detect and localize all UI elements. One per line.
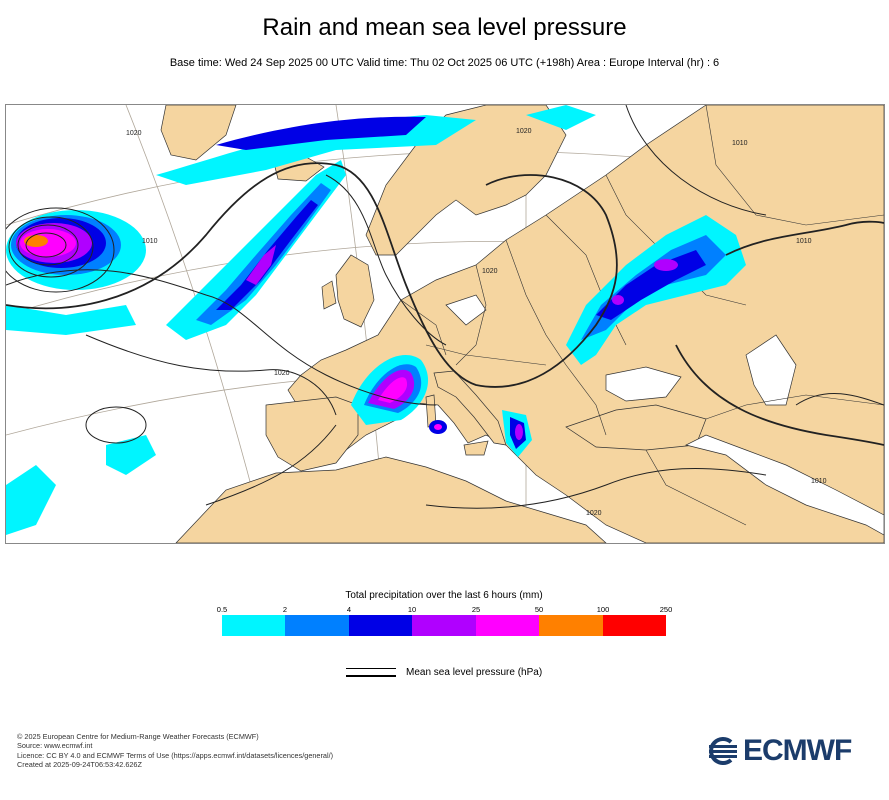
ecmwf-logo-icon <box>709 737 737 765</box>
ecmwf-logo[interactable]: ECMWF <box>705 733 875 769</box>
isobar-legend-lines <box>346 665 396 679</box>
isobar-label: 1010 <box>796 238 812 245</box>
isobar-label: 1020 <box>482 268 498 275</box>
legend-tick: 10 <box>407 605 417 614</box>
colorbar-segment <box>222 615 286 636</box>
isobar-label: 1010 <box>142 238 158 245</box>
colorbar-segment <box>285 615 349 636</box>
precipitation-colorbar <box>222 615 666 636</box>
map-inland-water <box>445 294 884 536</box>
legend-tick: 25 <box>471 605 481 614</box>
legend-tick: 50 <box>534 605 544 614</box>
footer-created: Created at 2025-09-24T06:53:42.626Z <box>17 759 142 769</box>
chart-title: Rain and mean sea level pressure <box>262 14 627 41</box>
footer-licence: Licence: CC BY 4.0 and ECMWF Terms of Us… <box>17 750 334 760</box>
isobars <box>6 105 884 509</box>
legend-tick: 250 <box>659 605 673 614</box>
colorbar-segment <box>602 615 666 636</box>
precipitation-field <box>6 105 746 535</box>
weather-map[interactable]: 1020 1010 1010 1020 1020 1020 1010 1010 … <box>5 104 885 544</box>
footer-credits: © 2025 European Centre for Medium-Range … <box>17 732 333 769</box>
legend-tick: 2 <box>282 605 288 614</box>
precipitation-legend-ticks: 0.5 2 4 10 25 50 100 250 <box>217 605 672 617</box>
colorbar-segment <box>539 615 603 636</box>
isobar-legend-label: Mean sea level pressure (hPa) <box>406 666 543 678</box>
chart-subtitle: Base time: Wed 24 Sep 2025 00 UTC Valid … <box>169 57 720 69</box>
precipitation-legend-title: Total precipitation over the last 6 hour… <box>345 590 543 601</box>
colorbar-segment <box>475 615 540 636</box>
isobar-label: 1020 <box>586 510 602 517</box>
isobar-label: 1020 <box>516 128 532 135</box>
footer-copyright: © 2025 European Centre for Medium-Range … <box>17 732 259 741</box>
isobar-labels: 1020 1010 1010 1020 1020 1020 1010 1010 … <box>126 128 827 517</box>
colorbar-segment <box>412 615 476 636</box>
legend-tick: 0.5 <box>216 605 228 614</box>
isobar-legend: Mean sea level pressure (hPa) <box>346 664 542 680</box>
footer-source: Source: www.ecmwf.int <box>17 741 93 751</box>
ecmwf-logo-text: ECMWF <box>743 734 852 767</box>
isobar-label: 1020 <box>126 130 142 137</box>
isobar-label: 1020 <box>274 370 290 377</box>
legend-tick: 100 <box>596 605 610 614</box>
colorbar-segment <box>348 615 413 636</box>
isobar-label: 1010 <box>732 140 748 147</box>
isobar-label: 1010 <box>811 478 827 485</box>
legend-tick: 4 <box>346 605 352 614</box>
